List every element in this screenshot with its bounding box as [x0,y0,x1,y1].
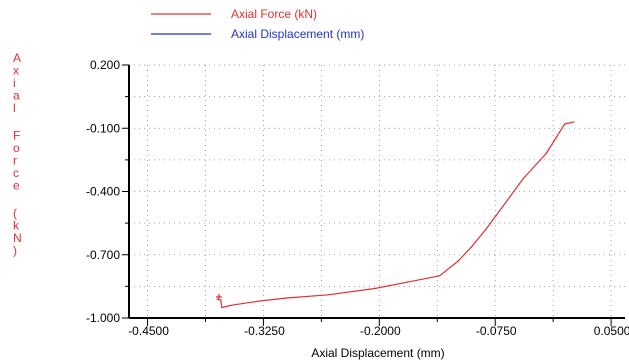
data-point-0-15 [545,152,547,155]
data-point-0-17 [573,121,575,123]
x-tick-label-2: -0.2000 [360,324,401,338]
data-point-0-12 [485,228,487,231]
y-tick-label-1: -0.100 [86,121,120,135]
x-tick-label-3: -0.0750 [476,324,517,338]
data-point-0-3 [230,304,232,306]
start-marker [215,293,222,300]
data-point-0-9 [438,275,441,277]
axes [128,65,625,319]
data-point-0-11 [471,245,473,247]
data-point-0-14 [522,178,524,180]
ticks: 0.200 -0.100 -0.400 -0.700 -1.000 -0.4500 -0.3… [86,58,629,338]
x-tick-label-1: -0.3250 [244,324,285,338]
data-point-0-10 [457,260,459,262]
y-tick-label-0: 0.200 [90,58,120,72]
data-point-0-2 [221,306,223,309]
data-point-0-13 [499,209,501,212]
y-tick-label-4: -1.000 [86,311,120,325]
data-point-0-6 [327,294,329,296]
legend: Axial Force (kN) Axial Displacement (mm) [151,7,364,41]
data-point-0-16 [564,123,566,125]
data-point-0-7 [374,287,376,290]
x-tick-label-0: -0.4500 [128,324,169,338]
data-point-0-4 [258,300,260,302]
legend-label-displacement: Axial Displacement (mm) [231,27,364,41]
data-point-0-8 [406,281,408,283]
series-line-0 [216,121,575,309]
y-tick-label-3: -0.700 [86,248,120,262]
grid [129,64,625,319]
series-group [215,121,575,309]
data-point-0-5 [286,297,288,299]
data-point-0-1 [220,299,222,301]
data-point-0-0 [216,298,218,300]
x-tick-label-4: 0.0500 [594,324,629,338]
legend-label-force: Axial Force (kN) [231,7,317,21]
y-tick-label-2: -0.400 [86,185,120,199]
x-axis-title: Axial Displacement (mm) [311,346,444,360]
